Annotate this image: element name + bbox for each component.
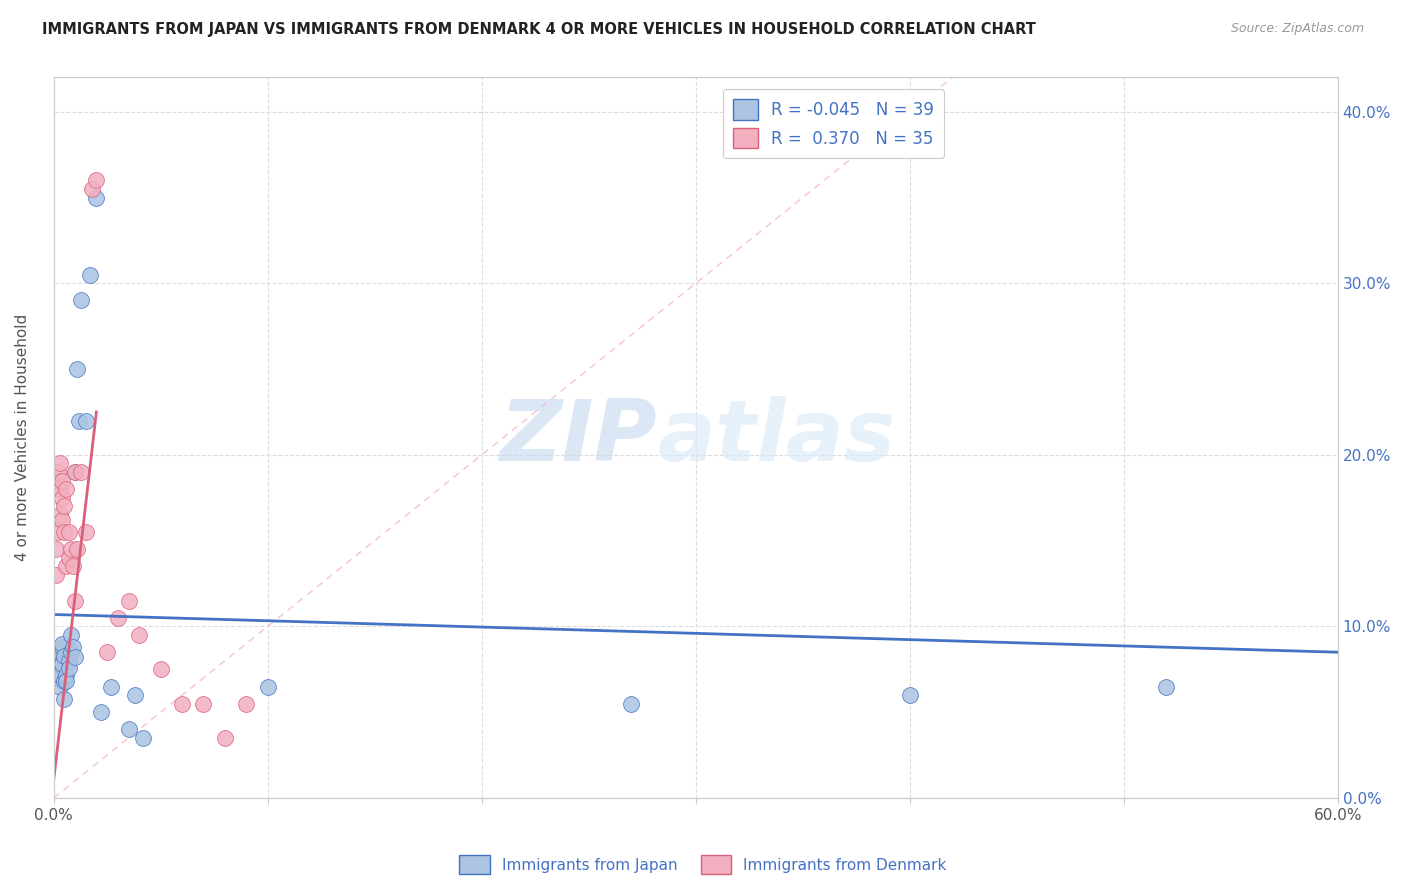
Point <box>1156 680 1178 694</box>
Point <box>49 645 72 659</box>
Point <box>49 482 72 496</box>
Point <box>86 190 108 204</box>
Point <box>70 293 93 308</box>
Point <box>51 640 73 654</box>
Point <box>62 640 84 654</box>
Point <box>55 559 77 574</box>
Point <box>107 611 129 625</box>
Point <box>66 362 89 376</box>
Point <box>53 674 76 689</box>
Point <box>898 688 921 702</box>
Legend: R = -0.045   N = 39, R =  0.370   N = 35: R = -0.045 N = 39, R = 0.370 N = 35 <box>723 89 943 159</box>
Point <box>45 654 67 668</box>
Point <box>46 525 69 540</box>
Point <box>45 542 67 557</box>
Point <box>75 414 97 428</box>
Point <box>128 628 150 642</box>
Point <box>46 474 69 488</box>
Point <box>58 654 80 668</box>
Point <box>46 465 69 479</box>
Point <box>59 628 82 642</box>
Point <box>117 723 139 737</box>
Point <box>53 648 76 663</box>
Point <box>53 500 76 514</box>
Point <box>46 650 69 665</box>
Point <box>75 525 97 540</box>
Text: ZIP: ZIP <box>499 396 657 479</box>
Point <box>53 525 76 540</box>
Point <box>86 173 108 187</box>
Point <box>53 691 76 706</box>
Point <box>49 508 72 522</box>
Point <box>149 662 172 676</box>
Point <box>170 697 193 711</box>
Point <box>46 671 69 685</box>
Point <box>124 688 146 702</box>
Point <box>55 482 77 496</box>
Point <box>67 414 90 428</box>
Point <box>45 568 67 582</box>
Point <box>51 474 73 488</box>
Point <box>66 542 89 557</box>
Point <box>117 593 139 607</box>
Point <box>51 637 73 651</box>
Point <box>90 706 112 720</box>
Point <box>96 645 118 659</box>
Point <box>49 457 72 471</box>
Point <box>59 645 82 659</box>
Point <box>214 731 236 745</box>
Point <box>46 657 69 672</box>
Point <box>55 674 77 689</box>
Y-axis label: 4 or more Vehicles in Household: 4 or more Vehicles in Household <box>15 314 30 561</box>
Point <box>70 465 93 479</box>
Legend: Immigrants from Japan, Immigrants from Denmark: Immigrants from Japan, Immigrants from D… <box>453 849 953 880</box>
Point <box>63 650 86 665</box>
Point <box>100 680 122 694</box>
Point <box>62 559 84 574</box>
Point <box>59 542 82 557</box>
Point <box>51 491 73 505</box>
Text: atlas: atlas <box>657 396 896 479</box>
Text: IMMIGRANTS FROM JAPAN VS IMMIGRANTS FROM DENMARK 4 OR MORE VEHICLES IN HOUSEHOLD: IMMIGRANTS FROM JAPAN VS IMMIGRANTS FROM… <box>42 22 1036 37</box>
Point <box>58 550 80 565</box>
Point <box>63 593 86 607</box>
Point <box>82 182 104 196</box>
Point <box>193 697 215 711</box>
Point <box>79 268 101 282</box>
Point <box>49 680 72 694</box>
Point <box>45 662 67 676</box>
Point <box>49 667 72 681</box>
Point <box>51 513 73 527</box>
Text: Source: ZipAtlas.com: Source: ZipAtlas.com <box>1230 22 1364 36</box>
Point <box>235 697 257 711</box>
Point <box>132 731 155 745</box>
Point <box>256 680 278 694</box>
Point <box>620 697 643 711</box>
Point <box>58 525 80 540</box>
Point <box>63 465 86 479</box>
Point <box>49 654 72 668</box>
Point <box>55 667 77 681</box>
Point <box>58 661 80 675</box>
Point <box>63 465 86 479</box>
Point <box>51 657 73 672</box>
